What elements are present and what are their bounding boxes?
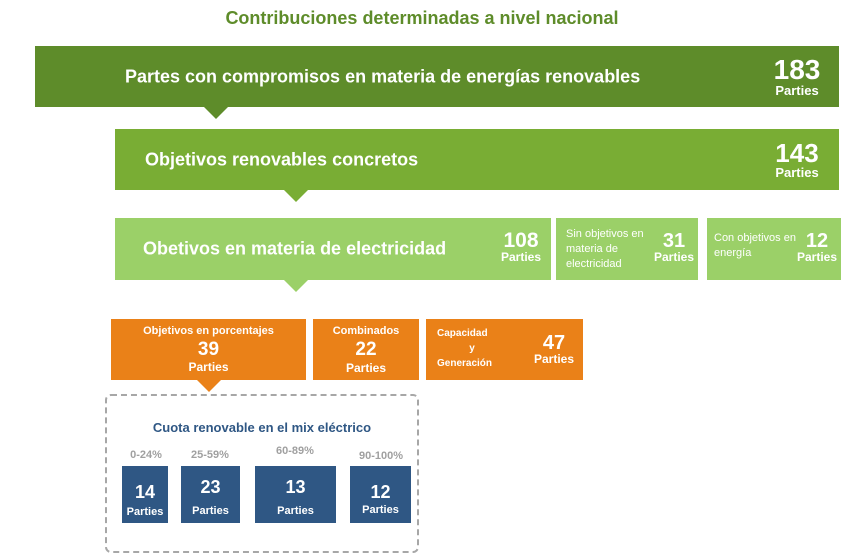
combined-targets-value: 22 <box>355 339 377 360</box>
renewable-share-panel: Cuota renovable en el mix eléctrico <box>105 394 419 553</box>
capacity-generation-box: Capacidad y Generación 47 Parties <box>426 319 583 380</box>
share-box-1: 23 Parties <box>181 466 240 523</box>
percentage-targets-unit: Parties <box>188 360 229 374</box>
electricity-targets-label: Obetivos en materia de electricidad <box>143 238 447 259</box>
combined-targets-label: Combinados <box>332 325 400 337</box>
percentage-targets-label: Objetivos en porcentajes <box>143 325 274 337</box>
level4-notch <box>197 380 221 392</box>
share-unit-1: Parties <box>192 505 229 517</box>
share-box-2: 13 Parties <box>255 466 336 523</box>
share-value-1: 23 <box>200 477 221 497</box>
renewable-share-title: Cuota renovable en el mix eléctrico <box>152 420 372 435</box>
level2-bar: Objetivos renovables concretos 143 Parti… <box>115 129 839 190</box>
level1-label: Partes con compromisos en materia de ene… <box>125 66 641 86</box>
share-box-0: 14 Parties <box>122 466 168 523</box>
level1-count: 183 Parties <box>767 54 827 98</box>
level3-notch <box>284 280 308 292</box>
capacity-label-line3: Generación <box>437 358 493 369</box>
capacity-generation-label: Capacidad y Generación <box>437 326 507 371</box>
level1-unit: Parties <box>775 83 819 98</box>
percentage-targets-box: Objetivos en porcentajes 39 Parties <box>111 319 306 380</box>
energy-targets-box: Con objetivos en energía 12 Parties <box>707 218 841 280</box>
capacity-generation-count: 47 Parties <box>526 333 582 365</box>
share-box-3: 12 Parties <box>350 466 411 523</box>
no-electricity-targets-box: Sin objetivos en materia de electricidad… <box>556 218 698 280</box>
level1-notch <box>204 107 228 119</box>
share-range-1: 25-59% <box>191 449 229 461</box>
share-value-2: 13 <box>285 477 306 497</box>
share-range-2: 60-89% <box>276 445 314 457</box>
share-value-0: 14 <box>134 482 156 502</box>
electricity-targets-unit: Parties <box>500 250 542 264</box>
no-electricity-targets-label: Sin objetivos en materia de electricidad <box>566 228 644 270</box>
capacity-generation-unit: Parties <box>533 352 575 366</box>
share-unit-2: Parties <box>277 505 314 517</box>
share-unit-0: Parties <box>126 506 164 518</box>
no-electricity-targets-count: 31 Parties <box>650 231 698 263</box>
share-value-3: 12 <box>370 482 391 502</box>
no-electricity-targets-unit: Parties <box>653 250 695 264</box>
level2-count: 143 Parties <box>767 140 827 179</box>
percentage-targets-value: 39 <box>197 339 220 360</box>
capacity-generation-value: 47 <box>542 332 566 354</box>
combined-targets-box: Combinados 22 Parties <box>313 319 419 380</box>
level2-label: Objetivos renovables concretos <box>145 149 419 169</box>
electricity-targets-count: 108 Parties <box>495 230 547 263</box>
level1-value: 183 <box>773 54 821 85</box>
share-range-0: 0-24% <box>130 449 162 461</box>
capacity-label-line2: y <box>469 343 475 354</box>
no-electricity-targets-value: 31 <box>662 230 686 252</box>
electricity-targets-box: Obetivos en materia de electricidad 108 … <box>115 218 551 280</box>
combined-targets-unit: Parties <box>345 361 387 375</box>
energy-targets-value: 12 <box>805 230 829 252</box>
share-range-3: 90-100% <box>358 450 404 462</box>
capacity-label-line1: Capacidad <box>437 328 488 339</box>
share-unit-3: Parties <box>362 504 399 516</box>
level1-bar: Partes con compromisos en materia de ene… <box>35 46 839 107</box>
level2-value: 143 <box>775 138 819 168</box>
energy-targets-count: 12 Parties <box>793 231 841 263</box>
level2-unit: Parties <box>775 165 819 180</box>
electricity-targets-value: 108 <box>503 229 539 252</box>
energy-targets-unit: Parties <box>796 250 838 264</box>
energy-targets-label: Con objetivos en energía <box>714 232 796 259</box>
diagram-title: Contribuciones determinadas a nivel naci… <box>225 8 619 28</box>
level2-notch <box>284 190 308 202</box>
